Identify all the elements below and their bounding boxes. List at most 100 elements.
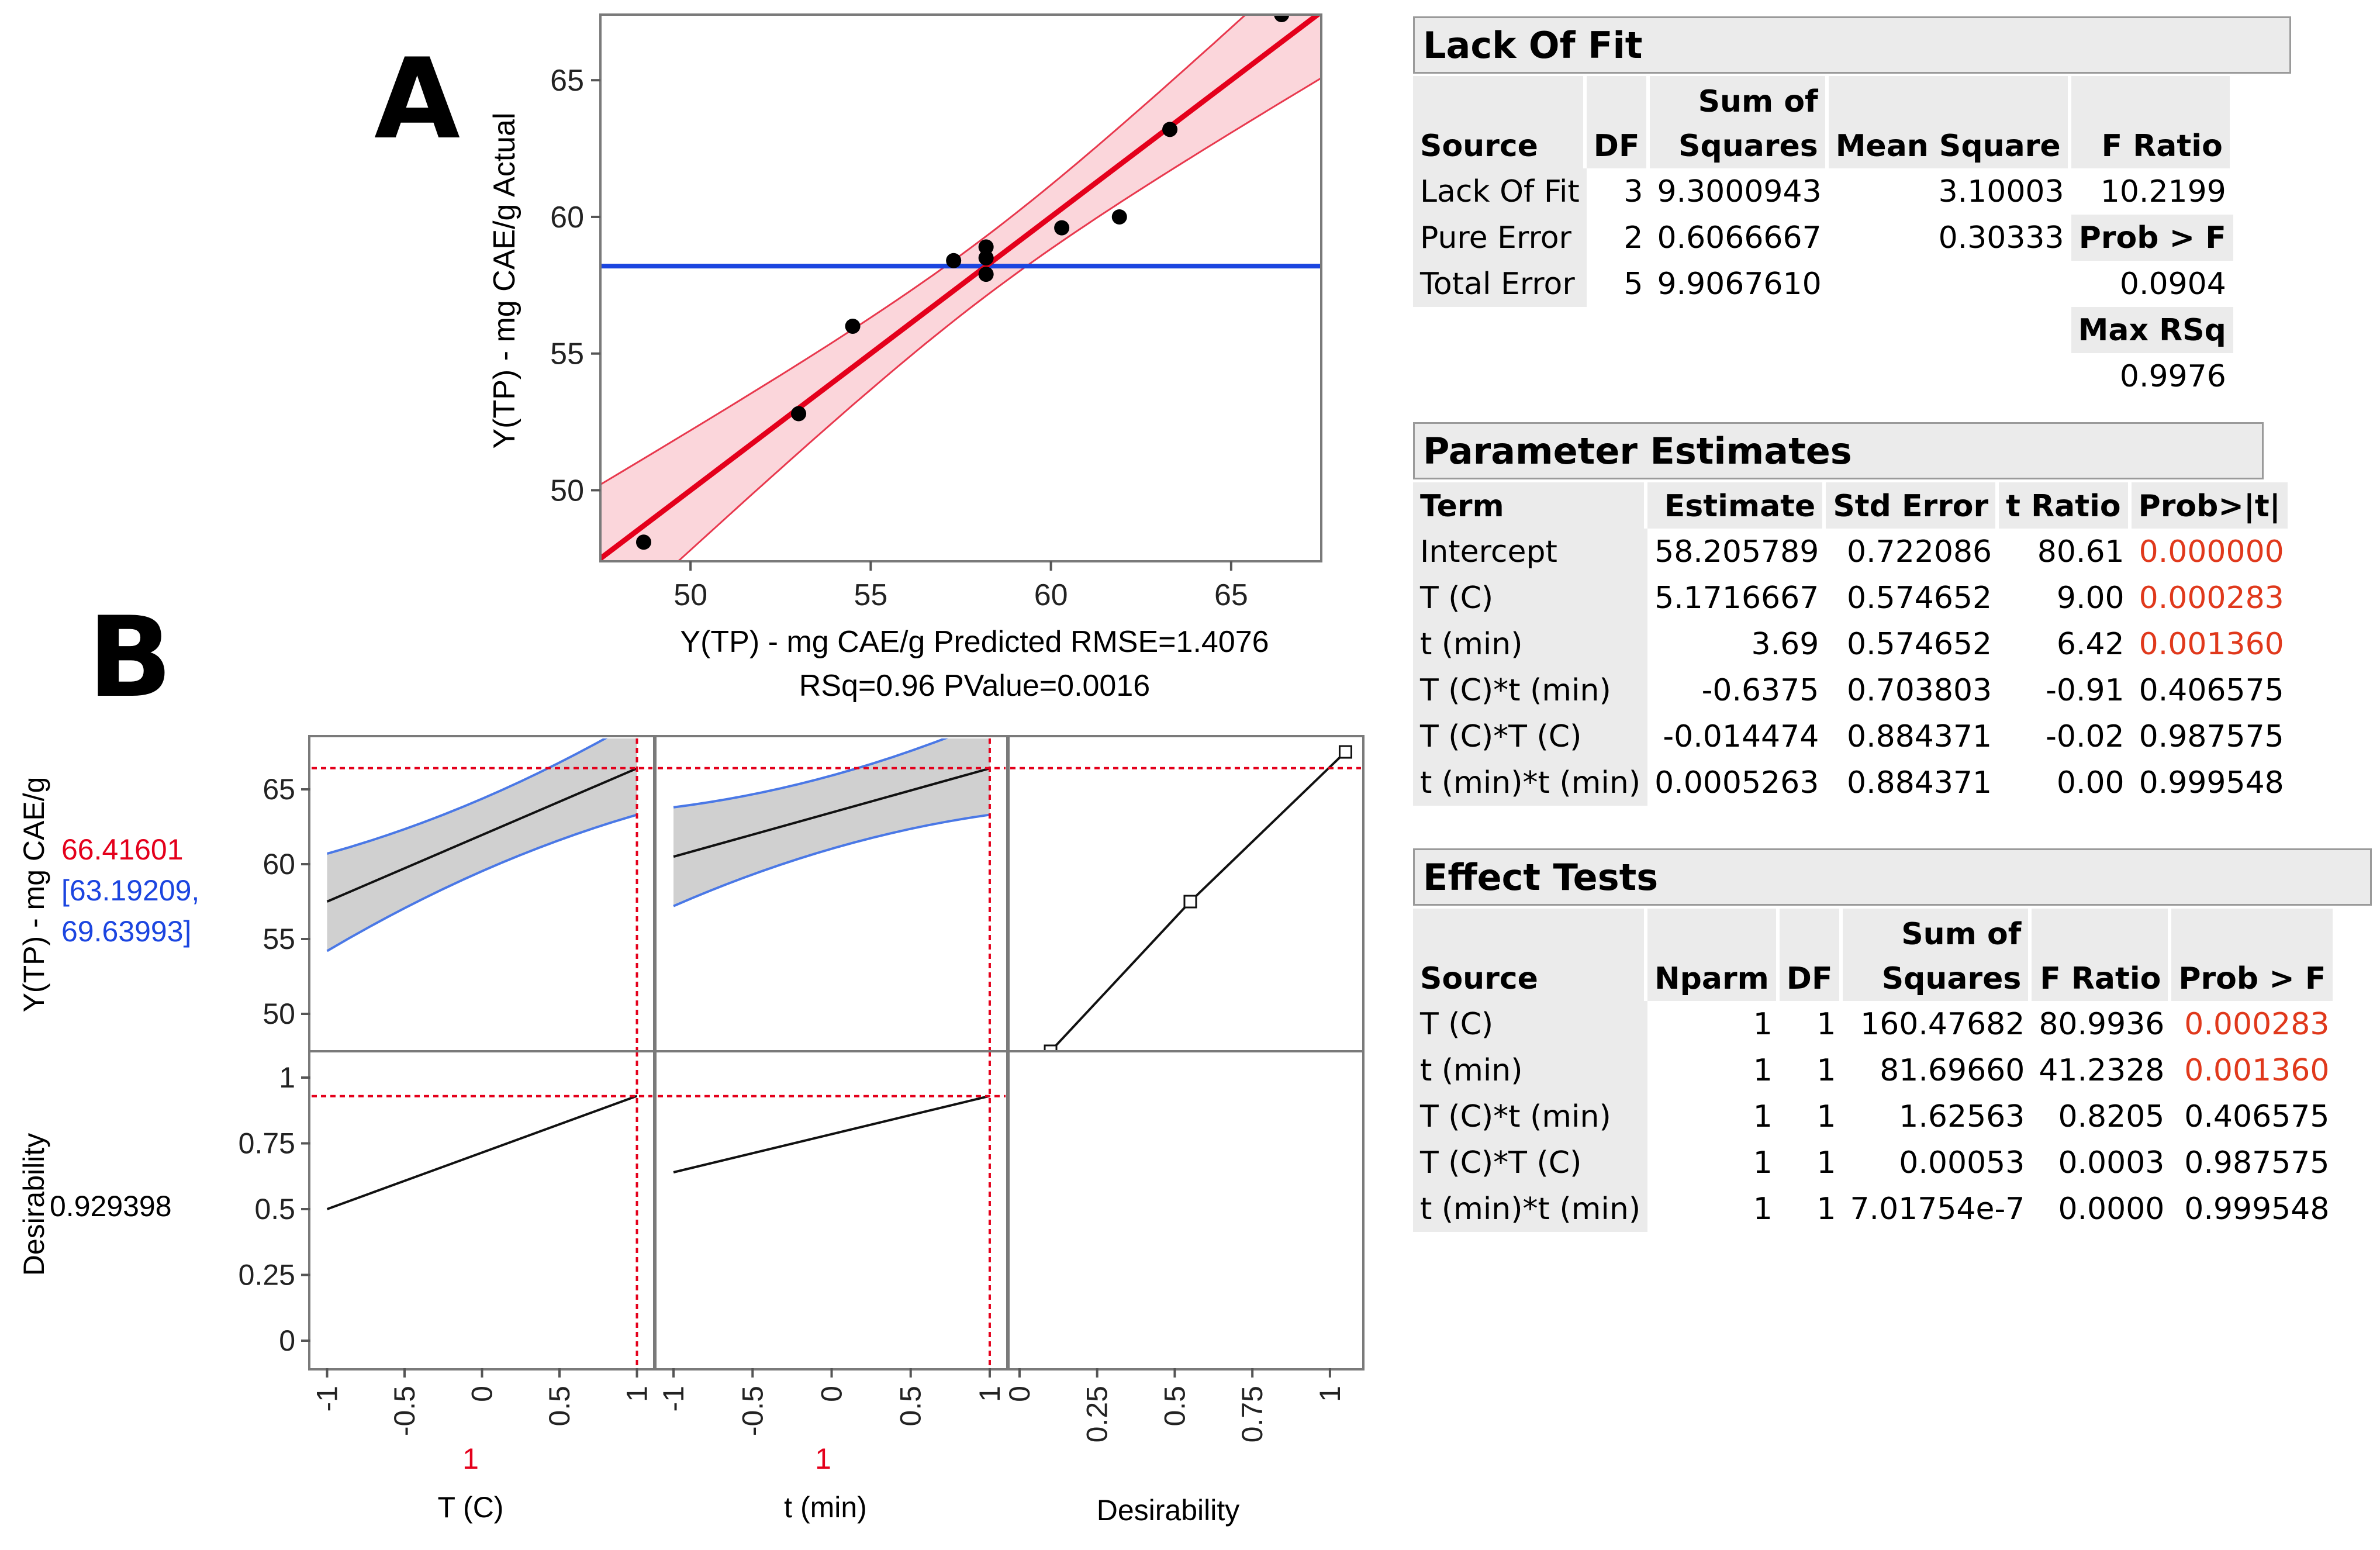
pe-stderr: 0.703803 — [1847, 672, 1992, 708]
prediction-trace — [326, 767, 638, 903]
table-row: T (C)*T (C) 1 1 0.00053 0.0003 0.987575 — [1413, 1140, 2336, 1186]
table-row: T (C)*t (min) 1 1 1.62563 0.8205 0.406575 — [1413, 1093, 2336, 1140]
desirability-marker — [1338, 745, 1352, 759]
lof-maxrsq-label: Max RSq — [2071, 307, 2233, 353]
fit-line — [600, 15, 1321, 561]
factor-t-current: 1 — [462, 1442, 479, 1475]
data-point — [1111, 209, 1127, 225]
x-tick-label: -0.5 — [736, 1386, 769, 1436]
profiler-cell — [658, 738, 1006, 1051]
et-ss: 160.47682 — [1860, 1006, 2025, 1042]
y-tick-label: 50 — [262, 997, 295, 1030]
pe-tratio: 0.00 — [2056, 765, 2125, 800]
et-nparm: 1 — [1753, 1191, 1773, 1227]
lof-cell: 5 — [1623, 266, 1643, 302]
et-df: 1 — [1816, 1191, 1836, 1227]
pe-prob: 0.000000 — [2139, 534, 2284, 569]
lof-cell: 3 — [1623, 174, 1643, 209]
profiler-cell — [1010, 745, 1361, 1051]
y-tick-label: 0.75 — [239, 1127, 295, 1160]
plot-a-xlabel-line2: RSq=0.96 PValue=0.0016 — [799, 669, 1150, 703]
profiler-cell — [312, 1051, 652, 1367]
panel-a-label: A — [374, 34, 461, 164]
table-row: t (min)*t (min) 0.0005263 0.884371 0.00 0.99… — [1413, 760, 2291, 806]
lof-cell: 9.9067610 — [1657, 266, 1822, 302]
pe-stderr: 0.574652 — [1847, 626, 1992, 662]
lof-cell: Pure Error — [1413, 215, 1587, 261]
et-prob: 0.000283 — [2184, 1006, 2330, 1042]
et-header-source: Source — [1413, 909, 1648, 1001]
et-prob: 0.987575 — [2184, 1145, 2330, 1180]
x-tick-label: 55 — [854, 578, 887, 612]
et-prob: 0.406575 — [2184, 1099, 2330, 1134]
profiler-y1-value: 66.41601 — [61, 833, 184, 866]
lof-cell — [1829, 261, 2071, 307]
pe-stderr: 0.722086 — [1847, 534, 1992, 569]
data-point — [1274, 15, 1290, 22]
x-tick-label: 0.25 — [1081, 1386, 1114, 1442]
data-point — [845, 318, 861, 334]
et-nparm: 1 — [1753, 1006, 1773, 1042]
pe-tratio: 80.61 — [2037, 534, 2125, 569]
plot-a-xlabel-line1: Y(TP) - mg CAE/g Predicted RMSE=1.4076 — [680, 625, 1269, 659]
profiler-y1-label: Y(TP) - mg CAE/g — [18, 777, 50, 1013]
pe-estimate: -0.014474 — [1663, 719, 1819, 754]
pe-prob: 0.000283 — [2139, 580, 2284, 616]
data-point — [978, 267, 994, 282]
y-tick-label: 60 — [262, 848, 295, 881]
factor-tmin-current: 1 — [815, 1442, 831, 1475]
x-tick-label: 0.75 — [1236, 1386, 1269, 1442]
x-tick-label: 65 — [1214, 578, 1248, 612]
prediction-trace — [326, 1095, 638, 1210]
et-ss: 7.01754e-7 — [1850, 1191, 2025, 1227]
y-tick-label: 65 — [262, 773, 295, 806]
pe-prob: 0.987575 — [2139, 719, 2284, 754]
x-tick-label: 0 — [816, 1386, 848, 1402]
pe-term: T (C)*t (min) — [1413, 667, 1648, 713]
pe-term: t (min)*t (min) — [1413, 760, 1648, 806]
pe-tratio: 6.42 — [2056, 626, 2125, 662]
x-tick-label: 50 — [673, 578, 707, 612]
confidence-band — [673, 738, 990, 906]
pe-prob: 0.001360 — [2139, 626, 2284, 662]
y-tick-label: 0.25 — [239, 1259, 295, 1292]
et-df: 1 — [1816, 1052, 1836, 1088]
y-tick-label: 0 — [279, 1324, 295, 1357]
profiler-y1-ci-high: 69.63993] — [61, 915, 191, 948]
confidence-lower — [326, 813, 638, 952]
x-tick-label: -1 — [657, 1386, 690, 1411]
lof-cell: 10.2199 — [2100, 174, 2226, 209]
pe-estimate: -0.6375 — [1701, 672, 1819, 708]
pe-estimate: 3.69 — [1751, 626, 1819, 662]
lof-cell: 0.6066667 — [1657, 220, 1822, 256]
pe-tratio: -0.91 — [2046, 672, 2125, 708]
profiler-y2-label: Desirability — [18, 1133, 50, 1276]
confidence-upper — [326, 738, 608, 855]
confidence-band-upper — [600, 15, 1247, 485]
pe-header-prob: Prob>|t| — [2131, 482, 2291, 529]
x-tick-label: 0.5 — [543, 1386, 576, 1427]
x-tick-label: 1 — [621, 1386, 654, 1402]
table-row: Intercept 58.205789 0.722086 80.61 0.000000 — [1413, 529, 2291, 575]
et-df: 1 — [1816, 1099, 1836, 1134]
confidence-lower — [673, 813, 990, 907]
plot-a-ylabel: Y(TP) - mg CAE/g Actual — [488, 112, 521, 448]
pe-stderr: 0.574652 — [1847, 580, 1992, 616]
prediction-trace — [1049, 751, 1346, 1051]
table-row: t (min)*t (min) 1 1 7.01754e-7 0.0000 0.99954… — [1413, 1186, 2336, 1232]
pe-estimate: 58.205789 — [1654, 534, 1819, 569]
et-header-f: F Ratio — [2032, 909, 2172, 1001]
factor-tmin-label: t (min) — [784, 1491, 867, 1524]
profiler-y2-value: 0.929398 — [50, 1190, 172, 1223]
y-tick-label: 50 — [550, 474, 584, 508]
x-tick-label: -0.5 — [388, 1386, 421, 1436]
et-source: T (C)*t (min) — [1413, 1093, 1648, 1140]
lack-of-fit-title: Lack Of Fit — [1413, 16, 2291, 74]
effect-tests-title: Effect Tests — [1413, 848, 2372, 906]
et-header-prob: Prob > F — [2171, 909, 2337, 1001]
pe-header-stderr: Std Error — [1826, 482, 1999, 529]
data-point — [946, 253, 962, 268]
lof-cell: 2 — [1623, 220, 1643, 256]
desirability-marker — [1044, 1044, 1058, 1051]
